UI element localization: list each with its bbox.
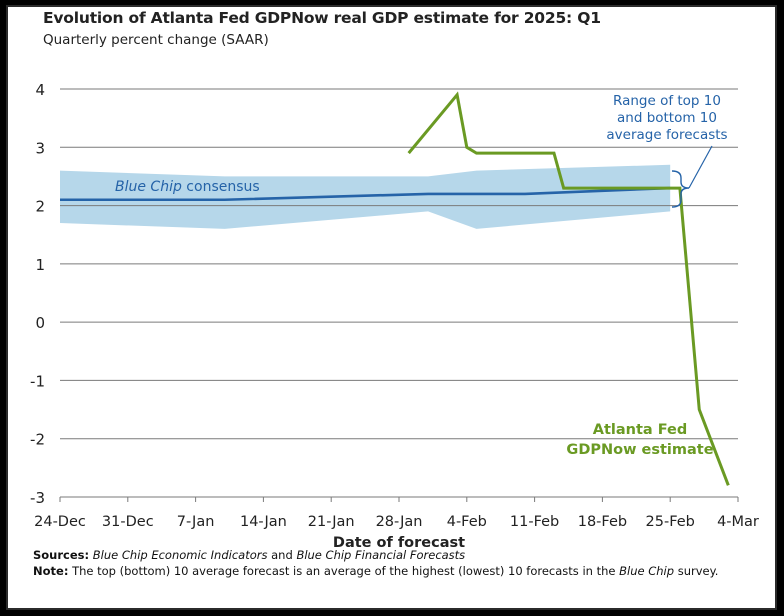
series-layer <box>60 91 730 486</box>
x-tick-label: 25-Feb <box>646 514 695 530</box>
x-axis-title: Date of forecast <box>333 535 465 551</box>
axis-layer: 4 3 2 1 0 -1 -2 -3 24-Dec 31-Dec 7-Jan 14-Jan 21-Jan… <box>30 81 759 551</box>
chart-subtitle: Quarterly percent change (SAAR) <box>43 32 269 48</box>
band-label-line: and bottom 10 <box>617 110 717 126</box>
x-tick-label: 11-Feb <box>510 514 559 530</box>
y-tick-label: 4 <box>35 81 45 99</box>
x-tick-label: 4-Mar <box>717 514 759 530</box>
y-tick-label: -1 <box>30 372 45 390</box>
band-label-line: Range of top 10 <box>613 93 721 109</box>
x-tick-label: 21-Jan <box>308 514 355 530</box>
x-tick-label: 28-Jan <box>376 514 423 530</box>
band-leader-line <box>688 145 713 189</box>
sources-label: Sources: <box>33 548 90 562</box>
chart-frame <box>8 7 775 608</box>
x-tick-label: 7-Jan <box>177 514 215 530</box>
y-tick-label: -3 <box>30 489 45 507</box>
sources-line: Sources: Blue Chip Economic Indicators a… <box>33 547 753 563</box>
x-tick-label: 24-Dec <box>34 514 86 530</box>
note-italic: Blue Chip <box>619 564 675 578</box>
y-tick-label: 1 <box>35 256 45 274</box>
band-label-line: average forecasts <box>606 127 727 143</box>
grid-layer <box>60 88 738 498</box>
gdpnow-line <box>407 91 730 486</box>
note-line: Note: The top (bottom) 10 average foreca… <box>33 563 753 579</box>
chart-title: Evolution of Atlanta Fed GDPNow real GDP… <box>43 9 601 27</box>
x-tick-label: 18-Feb <box>578 514 627 530</box>
sources-source-2: Blue Chip Financial Forecasts <box>296 548 466 562</box>
note-label: Note: <box>33 564 69 578</box>
sources-and: and <box>267 548 297 562</box>
consensus-series-label: Blue Chip consensus <box>115 179 260 195</box>
chart-footer: Sources: Blue Chip Economic Indicators a… <box>33 547 753 579</box>
y-tick-label: 3 <box>35 139 45 157</box>
note-text-2: survey. <box>674 564 719 578</box>
x-tick-label: 31-Dec <box>102 514 154 530</box>
y-tick-label: 0 <box>35 314 45 332</box>
y-tick-label: 2 <box>35 198 45 216</box>
y-tick-label: -2 <box>30 431 45 449</box>
gdpnow-series-label: Atlanta Fed <box>593 422 688 438</box>
note-text-1: The top (bottom) 10 average forecast is … <box>68 564 620 578</box>
sources-source-1: Blue Chip Economic Indicators <box>92 548 268 562</box>
x-tick-label: 14-Jan <box>240 514 287 530</box>
consensus-line <box>60 186 671 202</box>
gdpnow-series-label: GDPNow estimate <box>566 442 713 458</box>
x-tick-label: 4-Feb <box>447 514 487 530</box>
